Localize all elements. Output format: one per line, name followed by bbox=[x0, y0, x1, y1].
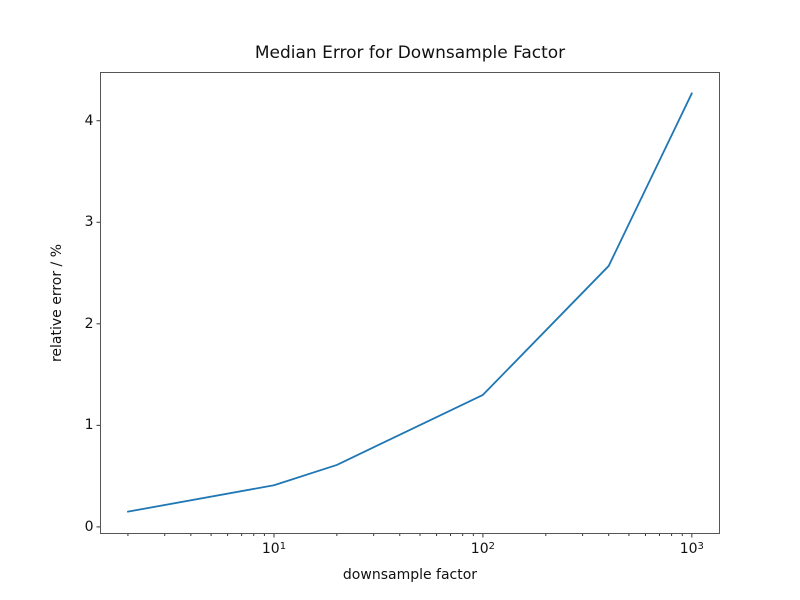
y-axis-label: relative error / % bbox=[49, 243, 65, 363]
x-tick-label: 101 bbox=[261, 541, 287, 557]
y-tick-label: 3 bbox=[84, 214, 94, 231]
x-tick-label: 103 bbox=[679, 541, 704, 557]
y-tick-label: 4 bbox=[84, 112, 94, 129]
y-tick-label: 2 bbox=[84, 315, 94, 332]
x-axis-label: downsample factor bbox=[342, 567, 478, 583]
data-line-series bbox=[127, 92, 693, 513]
chart-title: Median Error for Downsample Factor bbox=[254, 43, 566, 63]
axes-frame bbox=[100, 72, 720, 534]
x-tick-label: 102 bbox=[470, 541, 495, 557]
y-tick-label: 1 bbox=[84, 417, 94, 434]
y-tick-label: 0 bbox=[84, 518, 94, 535]
